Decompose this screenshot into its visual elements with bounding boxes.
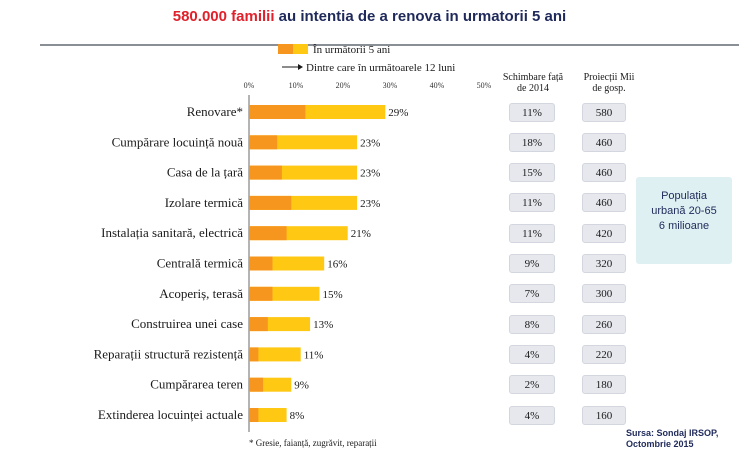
source-line-1: Sursa: Sondaj IRSOP, <box>626 428 719 438</box>
category-label: Extinderea locuinței actuale <box>98 407 243 422</box>
bar-value-label: 11% <box>304 349 324 361</box>
change-value: 4% <box>509 344 555 364</box>
legend-label-12-months: Dintre care în următoarele 12 luni <box>306 62 455 74</box>
change-value: 8% <box>509 314 555 334</box>
category-label: Cumpărarea teren <box>150 377 243 392</box>
bar-value-label: 9% <box>294 380 309 392</box>
change-value: 11% <box>509 102 555 122</box>
bar-12-months <box>249 256 273 271</box>
population-line-3: 6 milioane <box>658 220 710 232</box>
change-value: 15% <box>509 163 555 183</box>
legend-arrow-icon <box>282 64 303 70</box>
change-value: 11% <box>509 223 555 243</box>
change-value: 9% <box>509 254 555 273</box>
category-label: Construirea unei case <box>131 316 243 331</box>
bar-value-label: 21% <box>351 228 371 240</box>
bar-value-label: 23% <box>360 198 380 210</box>
page-title: 580.000 familii au intentia de a renova … <box>0 8 739 25</box>
x-tick-label: 40% <box>430 81 445 90</box>
bar-value-label: 16% <box>327 259 347 271</box>
projection-value: 460 <box>582 193 626 213</box>
change-value: 11% <box>509 193 555 213</box>
change-value: 2% <box>509 375 555 395</box>
bar-value-label: 23% <box>360 137 380 149</box>
projection-value: 160 <box>582 405 626 425</box>
source-note: Sursa: Sondaj IRSOP, Octombrie 2015 <box>626 428 718 450</box>
category-label: Instalația sanitară, electrică <box>101 225 243 240</box>
projection-value: 180 <box>582 375 626 395</box>
change-value: 7% <box>509 284 555 304</box>
bar-12-months <box>249 286 273 301</box>
bar-value-label: 29% <box>388 107 408 119</box>
bar-12-months <box>249 195 292 210</box>
x-tick-label: 10% <box>289 81 304 90</box>
footnote: * Gresie, faianță, zugrăvit, reparații <box>249 438 377 448</box>
projection-value: 300 <box>582 284 626 304</box>
bar-12-months <box>249 347 259 362</box>
bar-12-months <box>249 135 278 150</box>
change-value: 18% <box>509 132 555 152</box>
title-divider <box>40 44 739 46</box>
x-tick-label: 50% <box>477 81 492 90</box>
legend-swatch-5-years <box>293 44 308 54</box>
category-label: Centrală termică <box>157 256 243 271</box>
bar-12-months <box>249 377 264 392</box>
title-rest: au intentia de a renova in urmatorii 5 a… <box>278 8 567 25</box>
projection-value: 460 <box>582 132 626 152</box>
x-tick-label: 30% <box>383 81 398 90</box>
bar-value-label: 8% <box>290 410 305 422</box>
bar-value-label: 13% <box>313 319 333 331</box>
category-label: Izolare termică <box>165 195 244 210</box>
projection-value: 260 <box>582 314 626 334</box>
bar-12-months <box>249 226 287 241</box>
change-column-header: Schimbare față de 2014 <box>502 72 564 94</box>
category-label: Casa de la țară <box>167 165 243 180</box>
bar-5-years <box>249 347 301 362</box>
projection-value: 220 <box>582 344 626 364</box>
x-tick-label: 20% <box>336 81 351 90</box>
bar-12-months <box>249 317 268 332</box>
projection-value: 320 <box>582 254 626 273</box>
projection-value: 460 <box>582 163 626 183</box>
population-line-2: urbană 20-65 <box>651 205 717 217</box>
projection-value: 420 <box>582 223 626 243</box>
bar-value-label: 23% <box>360 168 380 180</box>
projection-value: 580 <box>582 102 626 122</box>
category-label: Acoperiș, terasă <box>159 286 243 301</box>
legend-label-5-years: În următorii 5 ani <box>313 44 390 56</box>
bar-12-months <box>249 165 282 180</box>
population-box: Populația urbană 20-65 6 milioane <box>636 177 732 264</box>
source-line-2: Octombrie 2015 <box>626 439 694 449</box>
category-label: Reparații structură rezistență <box>94 346 244 361</box>
category-label: Cumpărare locuință nouă <box>112 134 244 149</box>
legend-swatch-12-months <box>278 44 293 54</box>
bar-12-months <box>249 408 259 422</box>
bar-value-label: 15% <box>323 289 343 301</box>
projection-column-header: Proiecții Mii de gosp. <box>583 72 635 94</box>
category-label: Renovare* <box>187 104 243 119</box>
title-highlight: 580.000 familii <box>172 8 275 25</box>
x-tick-label: 0% <box>244 81 255 90</box>
population-line-1: Populația <box>661 190 707 202</box>
bar-12-months <box>249 105 306 119</box>
change-value: 4% <box>509 405 555 425</box>
